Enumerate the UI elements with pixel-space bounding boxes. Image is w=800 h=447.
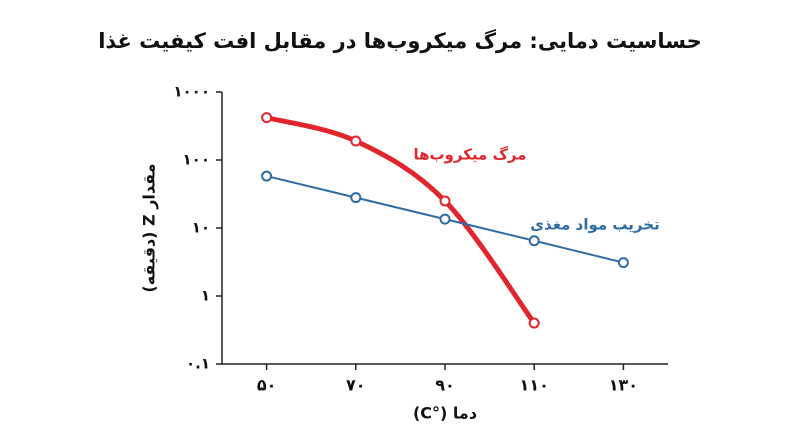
y-tick-label: ۱ xyxy=(201,287,210,305)
y-tick-label: ۱۰۰۰ xyxy=(173,83,210,101)
y-tick-label: ۱۰ xyxy=(192,219,210,237)
x-tick-label: ۱۳۰ xyxy=(609,376,638,395)
x-axis-label: دما (°C) xyxy=(413,404,477,423)
point xyxy=(261,170,273,182)
series-label: تخریب مواد مغذی xyxy=(530,216,659,234)
x-tick-label: ۵۰ xyxy=(257,376,277,395)
x-tick-label: ۹۰ xyxy=(435,376,455,395)
point xyxy=(528,235,540,247)
y-axis-label: مقدار Z (دقیقه) xyxy=(140,163,159,292)
point xyxy=(439,195,451,207)
point xyxy=(617,257,629,269)
point xyxy=(439,213,451,225)
y-tick-label: ۱۰۰ xyxy=(183,151,210,169)
point xyxy=(350,135,362,147)
point xyxy=(350,192,362,204)
y-tick-label: ۰.۱ xyxy=(186,355,210,373)
point xyxy=(528,317,540,329)
series-line xyxy=(265,115,537,325)
x-tick-label: ۱۱۰ xyxy=(520,376,549,395)
chart-title: حساسیت دمایی: مرگ میکروب‌ها در مقابل افت… xyxy=(98,28,702,53)
x-tick-label: ۷۰ xyxy=(346,376,366,395)
point xyxy=(261,112,273,124)
series-label: مرگ میکروب‌ها xyxy=(413,146,526,164)
